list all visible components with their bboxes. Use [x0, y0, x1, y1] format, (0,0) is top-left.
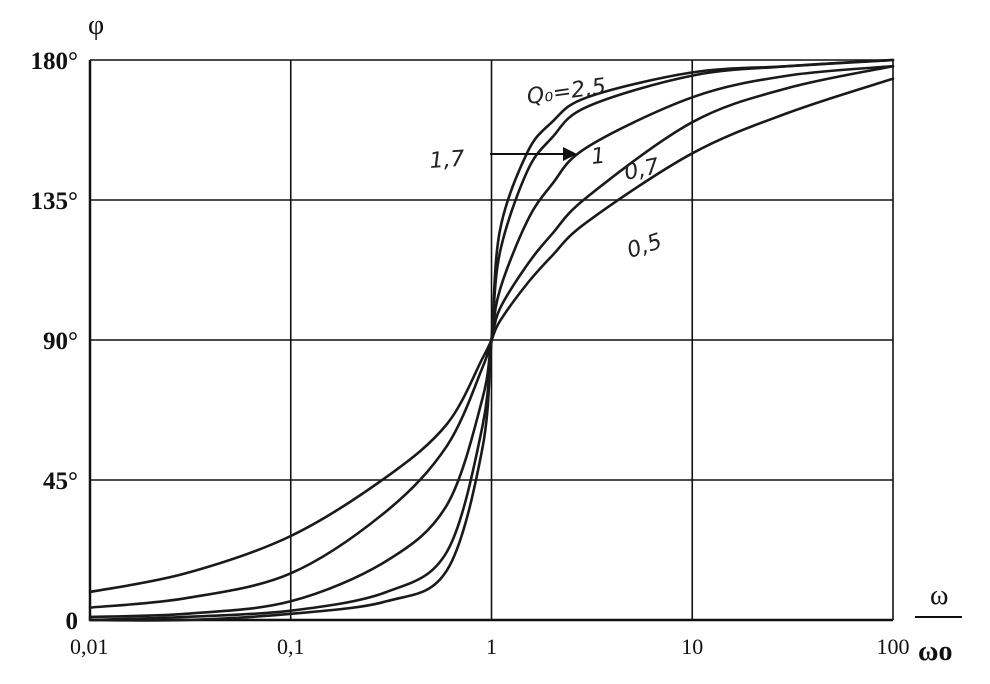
x-tick-label: 0,01 — [70, 634, 109, 659]
series-line — [88, 64, 895, 609]
x-tick-label: 10 — [681, 634, 703, 659]
curve-annotation: 0,7 — [622, 154, 661, 186]
curve-annotation: 1,7 — [429, 147, 466, 174]
y-tick-label: 45° — [43, 468, 78, 495]
curve-annotation: 1 — [590, 144, 607, 170]
y-tick-label: 0 — [66, 608, 79, 635]
x-tick-label: 0,1 — [277, 634, 305, 659]
y-tick-label: 180° — [31, 48, 79, 75]
y-tick-label: 90° — [43, 328, 78, 355]
x-tick-label: 1 — [486, 634, 497, 659]
y-axis-label: φ — [88, 10, 104, 41]
series-line — [88, 77, 895, 594]
x-tick-label: 100 — [877, 634, 910, 659]
x-axis-label-numerator: ω — [930, 580, 948, 611]
series-group — [88, 58, 895, 622]
annotation-arrowhead — [563, 147, 577, 161]
x-axis-label-denominator: ωo — [918, 636, 952, 667]
series-line — [88, 58, 895, 622]
y-tick-label: 135° — [31, 188, 79, 215]
x-tick-labels: 0,01 0,1 1 10 100 — [70, 634, 910, 659]
annotations-group: Q₀=2,51,7 1 0,70,5 — [429, 74, 665, 264]
y-tick-labels: 0 45° 90° 135° 180° — [31, 48, 79, 635]
curve-annotation: 0,5 — [624, 229, 665, 264]
